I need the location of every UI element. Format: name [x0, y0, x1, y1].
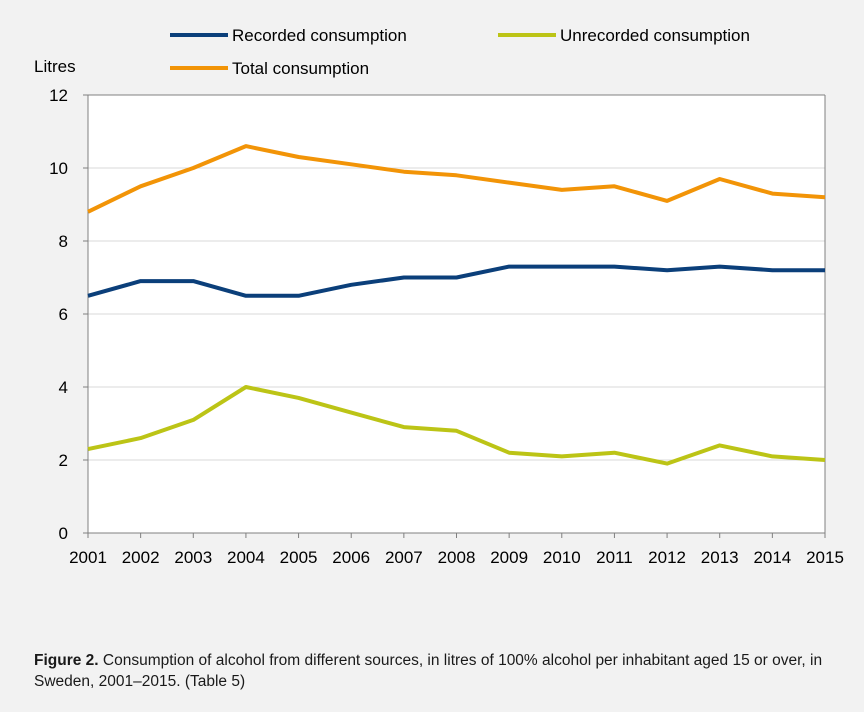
x-tick-label-2015: 2015: [806, 548, 844, 567]
figure-caption: Figure 2. Consumption of alcohol from di…: [34, 650, 854, 692]
legend: Recorded consumption Unrecorded consumpti…: [170, 26, 750, 78]
x-tick-labels: 2001 2002 2003 2004 2005 2006 2007 2008 2009 2010…: [69, 548, 844, 567]
y-tick-label-12: 12: [49, 86, 68, 105]
x-tick-label-2009: 2009: [490, 548, 528, 567]
series-lines: [87, 144, 826, 466]
x-tick-label-2010: 2010: [543, 548, 581, 567]
caption-text: Consumption of alcohol from different so…: [34, 652, 823, 690]
y-tick-label-4: 4: [59, 378, 68, 397]
legend-label-unrecorded-consumption: Unrecorded consumption: [560, 26, 750, 45]
caption-label: Figure 2.: [34, 652, 99, 669]
y-axis-label: Litres: [34, 57, 76, 76]
legend-label-recorded-consumption: Recorded consumption: [232, 26, 407, 45]
x-tick-label-2002: 2002: [122, 548, 160, 567]
series-line-recorded-consumption: [87, 264, 825, 298]
x-tick-label-2006: 2006: [332, 548, 370, 567]
x-tick-label-2007: 2007: [385, 548, 423, 567]
y-tick-label-10: 10: [49, 159, 68, 178]
x-tick-label-2012: 2012: [648, 548, 686, 567]
x-tick-label-2014: 2014: [753, 548, 791, 567]
y-tick-label-8: 8: [59, 232, 68, 251]
x-tick-label-2011: 2011: [596, 548, 633, 567]
series-line-total-consumption: [87, 144, 826, 214]
x-tick-label-2004: 2004: [227, 548, 265, 567]
axes: [83, 94, 826, 538]
legend-label-total-consumption: Total consumption: [232, 59, 369, 78]
y-tick-labels: 0 2 4 6 8 10 12: [49, 86, 68, 543]
y-tick-label-0: 0: [59, 524, 68, 543]
y-tick-label-6: 6: [59, 305, 68, 324]
y-tick-label-2: 2: [59, 451, 68, 470]
series-line-unrecorded-consumption: [87, 385, 826, 466]
x-tick-label-2008: 2008: [438, 548, 476, 567]
x-tick-label-2005: 2005: [280, 548, 318, 567]
x-tick-label-2001: 2001: [69, 548, 107, 567]
x-tick-label-2013: 2013: [701, 548, 739, 567]
x-tick-label-2003: 2003: [174, 548, 212, 567]
